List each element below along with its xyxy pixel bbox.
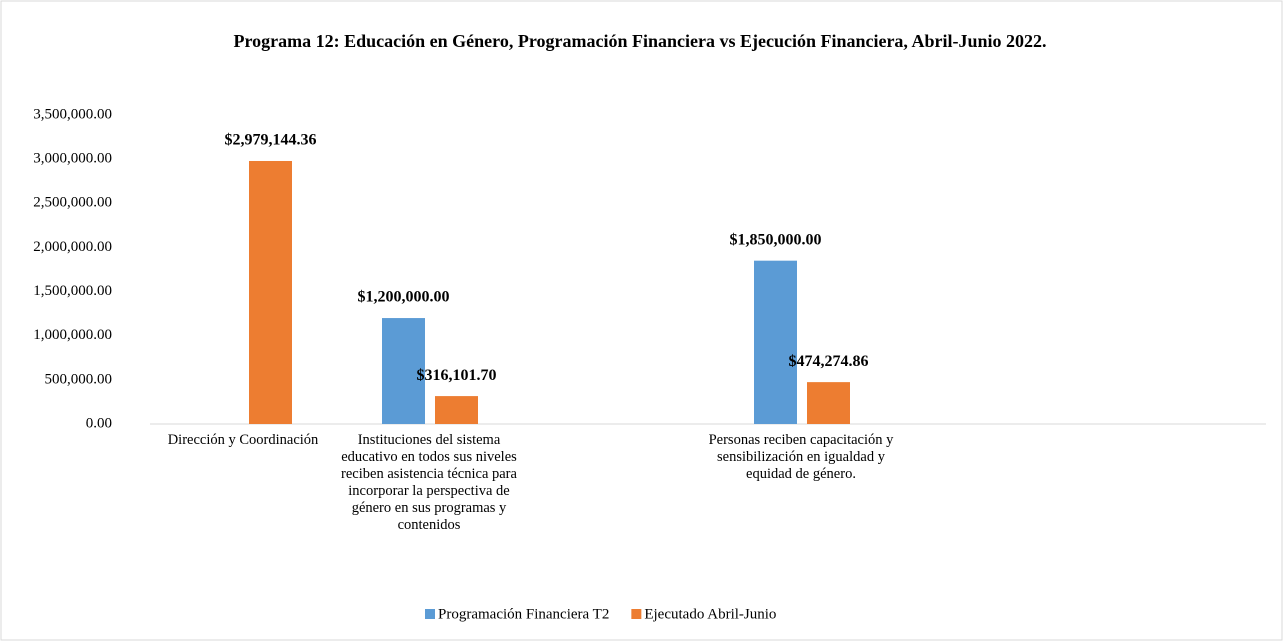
- x-tick-label: Dirección y Coordinación: [167, 432, 319, 448]
- value-label: $1,850,000.00: [730, 231, 822, 248]
- legend-swatch: [631, 609, 642, 619]
- y-tick-label: 2,000,000.00: [33, 239, 112, 255]
- x-tick-label: Personas reciben capacitación y sensibil…: [708, 432, 894, 482]
- x-tick-label: Instituciones del sistema educativo en t…: [341, 432, 517, 533]
- bar: [382, 318, 425, 424]
- bar: [435, 396, 478, 424]
- value-label: $474,274.86: [789, 353, 869, 370]
- y-tick-label: 1,000,000.00: [33, 327, 112, 343]
- y-tick-label: 1,500,000.00: [33, 283, 112, 299]
- value-label: $316,101.70: [417, 367, 497, 384]
- legend-label: Ejecutado Abril-Junio: [644, 606, 776, 622]
- x-label-box: Instituciones del sistema educativo en t…: [341, 432, 517, 533]
- y-tick-label: 0.00: [86, 415, 112, 431]
- bar: [249, 160, 292, 424]
- y-tick-label: 3,000,000.00: [33, 151, 112, 167]
- bar: [754, 260, 797, 424]
- chart-title: Programa 12: Educación en Género, Progra…: [233, 31, 1047, 51]
- x-label-box: Personas reciben capacitación y sensibil…: [708, 432, 894, 482]
- value-label: $1,200,000.00: [358, 289, 450, 306]
- y-tick-label: 3,500,000.00: [33, 106, 112, 122]
- legend-label: Programación Financiera T2: [438, 606, 609, 622]
- y-tick-label: 500,000.00: [45, 371, 113, 387]
- value-label: $2,979,144.36: [225, 132, 317, 149]
- y-tick-label: 2,500,000.00: [33, 195, 112, 211]
- bar: [807, 382, 850, 424]
- title-box: Programa 12: Educación en Género, Progra…: [233, 31, 1047, 51]
- x-label-box: Dirección y Coordinación: [167, 432, 319, 448]
- legend-swatch: [425, 609, 435, 619]
